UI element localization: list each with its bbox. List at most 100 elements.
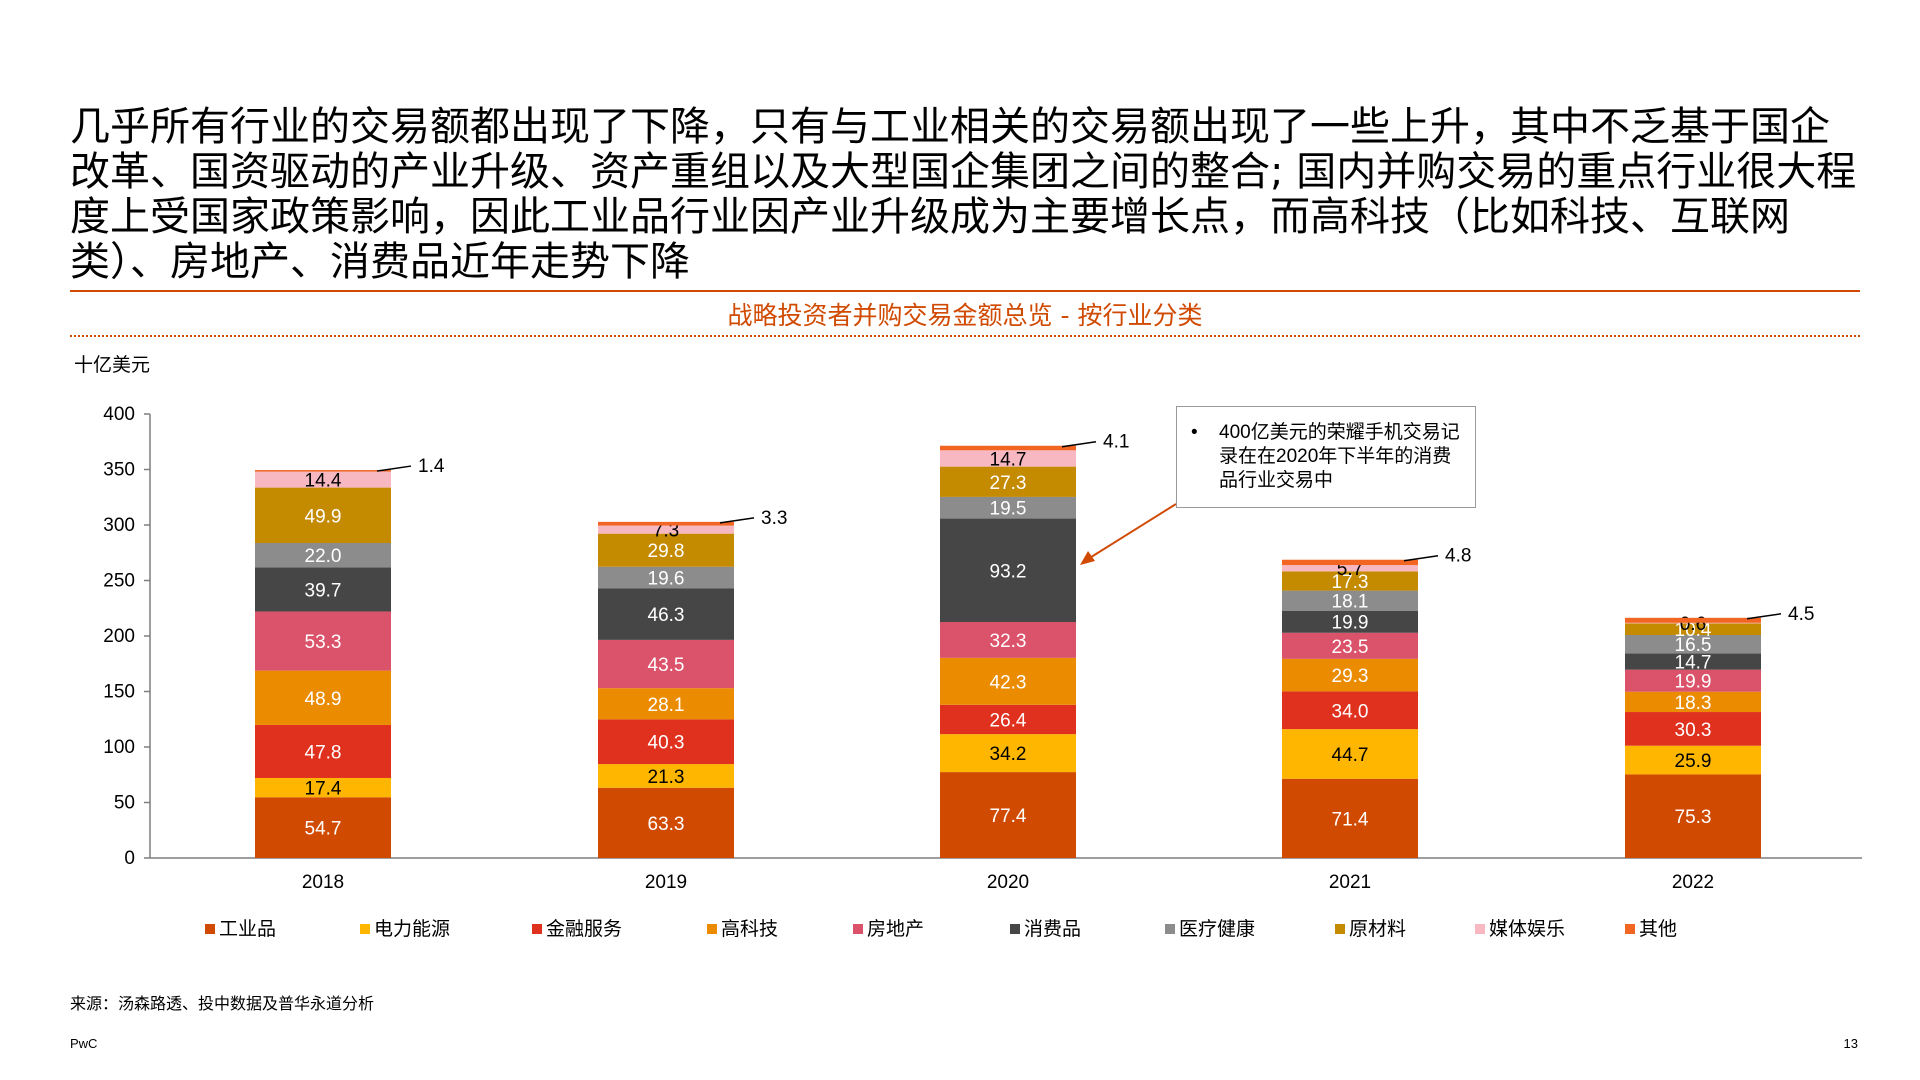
data-label-leader — [376, 465, 412, 472]
y-tick-label: 200 — [103, 626, 135, 647]
data-label: 21.3 — [648, 767, 685, 788]
legend-swatch — [707, 923, 717, 934]
legend-item: 电力能源 — [360, 914, 450, 941]
bar-segment — [255, 487, 391, 543]
bar-segment — [255, 542, 391, 568]
data-label-leader — [1061, 441, 1097, 448]
callout-arrow — [1087, 503, 1177, 560]
bar-segment — [1625, 653, 1761, 670]
bar-segment — [1282, 632, 1418, 659]
bar-segment — [598, 764, 734, 788]
bar-segment — [1282, 559, 1418, 566]
data-label: 19.9 — [1675, 672, 1712, 693]
data-label: 19.5 — [990, 499, 1027, 520]
legend-label: 电力能源 — [374, 918, 451, 940]
legend-item: 媒体娱乐 — [1475, 914, 1565, 941]
chart-title: 战略投资者并购交易金额总览 - 按行业分类 — [727, 301, 1203, 330]
legend-item: 房地产 — [853, 914, 924, 941]
bar-segment — [1282, 610, 1418, 633]
bar-segment — [1625, 774, 1761, 858]
data-label: 16.5 — [1675, 635, 1712, 656]
bar-segment — [1625, 623, 1761, 636]
x-tick-label: 2019 — [645, 872, 687, 893]
unit-label: 十亿美元 — [74, 354, 151, 376]
data-label: 42.3 — [990, 672, 1027, 693]
legend-item: 消费品 — [1010, 914, 1081, 941]
bar-segment — [255, 797, 391, 858]
bar-segment — [1282, 778, 1418, 858]
data-label: 46.3 — [648, 605, 685, 626]
data-label: 63.3 — [648, 814, 685, 835]
bar-segment — [598, 533, 734, 567]
data-label: 39.7 — [305, 580, 342, 601]
source-note: 来源：汤森路透、投中数据及普华永道分析 — [70, 994, 375, 1013]
bar-segment — [598, 719, 734, 765]
legend-swatch — [205, 923, 215, 934]
legend-item: 原材料 — [1335, 914, 1406, 941]
bar-segment — [598, 566, 734, 589]
data-label: 75.3 — [1675, 807, 1712, 828]
data-label: 47.8 — [305, 742, 342, 763]
legend-swatch — [853, 923, 863, 934]
data-label: 71.4 — [1332, 809, 1369, 830]
bar-segment — [1625, 669, 1761, 692]
data-label: 53.3 — [305, 632, 342, 653]
callout-box: • 400亿美元的荣耀手机交易记录在在2020年下半年的消费品行业交易中 — [1176, 406, 1476, 508]
legend-swatch — [360, 923, 370, 934]
legend-label: 高科技 — [721, 918, 779, 940]
data-label: 3.3 — [761, 508, 787, 529]
y-tick-label: 150 — [103, 682, 135, 703]
title-divider — [70, 290, 1860, 292]
data-label: 40.3 — [648, 733, 685, 754]
bar-segment — [1282, 565, 1418, 572]
callout-text: 400亿美元的荣耀手机交易记录在在2020年下半年的消费品行业交易中 — [1219, 422, 1460, 491]
legend-label: 原材料 — [1349, 918, 1407, 940]
data-label: 54.7 — [305, 819, 342, 840]
data-label: 23.5 — [1332, 637, 1369, 658]
bar-segment — [940, 518, 1076, 623]
bar-segment — [255, 777, 391, 798]
bar-segment — [255, 471, 391, 488]
bar-segment — [598, 521, 734, 526]
bar-segment — [1282, 729, 1418, 779]
y-tick-label: 0 — [124, 848, 135, 869]
bar-segment — [940, 734, 1076, 773]
legend-label: 工业品 — [219, 918, 277, 940]
bar-segment — [255, 567, 391, 612]
y-tick-label: 300 — [103, 515, 135, 536]
bar-segment — [1282, 571, 1418, 591]
x-tick-label: 2021 — [1329, 872, 1371, 893]
data-label: 4.8 — [1445, 546, 1471, 567]
data-label: 18.3 — [1675, 693, 1712, 714]
data-label: 44.7 — [1332, 745, 1369, 766]
data-label: 17.3 — [1332, 572, 1369, 593]
data-label: 34.2 — [990, 744, 1027, 765]
data-label: 10.4 — [1675, 620, 1712, 641]
bar-segment — [940, 496, 1076, 519]
data-label: 18.1 — [1332, 592, 1369, 613]
legend-item: 医疗健康 — [1165, 914, 1255, 941]
bar-segment — [598, 688, 734, 720]
data-label: 34.0 — [1332, 701, 1369, 722]
data-label: 93.2 — [990, 561, 1027, 582]
legend-label: 医疗健康 — [1179, 918, 1256, 940]
bar-segment — [940, 704, 1076, 735]
data-label: 14.4 — [305, 471, 342, 492]
stacked-bar-chart: 0 50 100 150 200 250 300 350 400 2018 2019 2020 2021… — [103, 404, 1862, 893]
x-tick-label: 2022 — [1672, 872, 1714, 893]
data-label-leader — [1746, 613, 1782, 620]
legend-swatch — [1010, 923, 1020, 934]
data-label-leader — [1403, 555, 1439, 562]
y-tick-label: 100 — [103, 737, 135, 758]
chart-title-divider — [70, 335, 1860, 337]
legend-swatch — [1625, 923, 1635, 934]
data-label: 77.4 — [990, 806, 1027, 827]
page-number: 13 — [1843, 1036, 1858, 1051]
data-label: 14.7 — [990, 449, 1027, 470]
bullet-icon: • — [1191, 422, 1198, 443]
data-label: 19.9 — [1332, 613, 1369, 634]
legend-label: 媒体娱乐 — [1489, 918, 1566, 940]
data-label: 43.5 — [648, 655, 685, 676]
legend-item: 其他 — [1625, 914, 1677, 941]
x-tick-label: 2020 — [987, 872, 1029, 893]
